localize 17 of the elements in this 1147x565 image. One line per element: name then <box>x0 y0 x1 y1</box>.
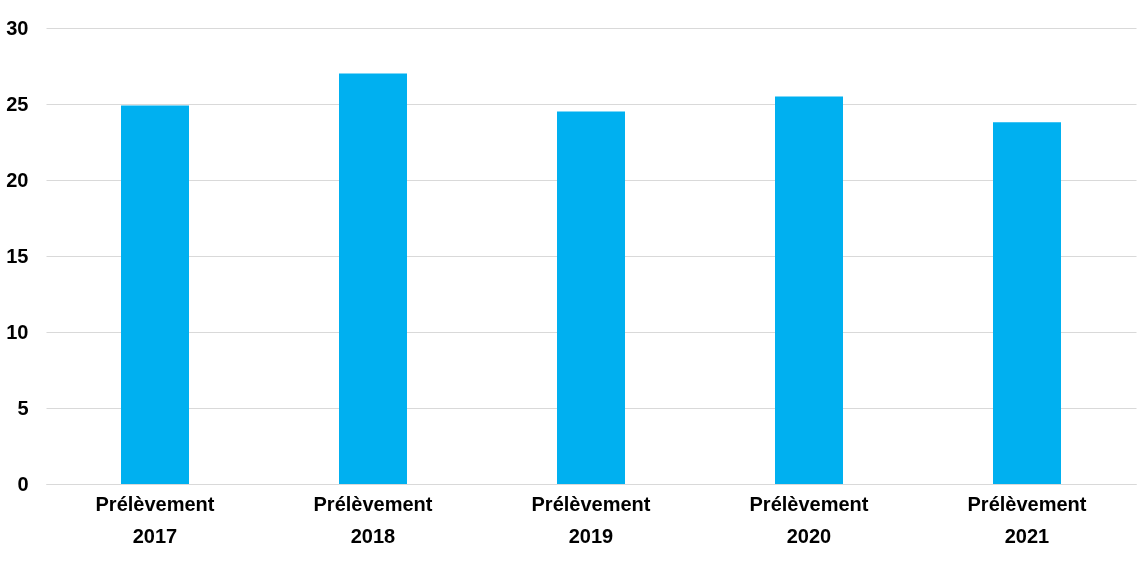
y-tick-label: 0 <box>17 472 29 495</box>
y-tick-label: 5 <box>17 396 29 419</box>
bar <box>993 122 1061 484</box>
x-tick-label: Prélèvement 2020 <box>749 492 869 547</box>
bar <box>775 96 843 484</box>
y-tick-label: 20 <box>6 168 29 191</box>
y-tick-label: 10 <box>6 320 29 343</box>
x-tick-label: Prélèvement 2019 <box>531 492 651 547</box>
x-tick-label: Prélèvement 2017 <box>95 492 215 547</box>
x-tick-label: Prélèvement 2018 <box>313 492 433 547</box>
bar <box>121 105 189 484</box>
x-tick-label: Prélèvement 2021 <box>967 492 1087 547</box>
y-tick-label: 15 <box>6 244 29 267</box>
y-tick-label: 25 <box>6 92 29 115</box>
y-tick-label: 30 <box>6 16 29 39</box>
bar <box>557 111 625 484</box>
bar <box>339 73 407 484</box>
